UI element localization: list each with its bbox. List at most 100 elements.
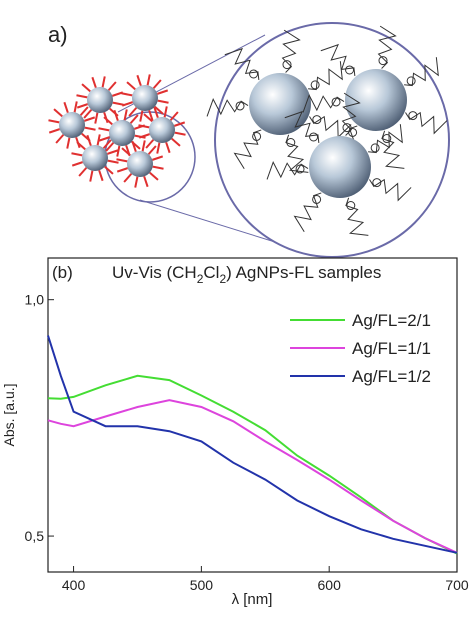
ligand [134,176,139,188]
ligand-chain [285,134,309,173]
particle [149,117,175,143]
ligand [123,109,128,121]
ligand-chain [377,25,397,69]
ligand [148,110,154,122]
ligand [101,76,106,88]
ligand [146,74,151,86]
ligand [126,81,136,91]
title-part: ) AgNPs-FL samples [226,263,381,282]
ligand [76,103,88,109]
fluorene [282,60,292,70]
ligand-chain [293,192,322,233]
ligand-chain [404,57,439,87]
ligand [121,92,133,97]
fluorene [370,143,380,153]
fluorene [252,131,262,141]
ligand [154,105,164,115]
ligand [123,173,133,183]
ligand [102,139,112,149]
ligand [94,112,99,124]
ligand [174,121,186,127]
title-part: 2 [219,272,226,286]
ligand [76,141,86,151]
panel-label: (b) [52,263,73,282]
ligand [141,140,146,152]
ligand [86,134,92,146]
ligand [116,145,121,157]
ligand [84,126,96,131]
large-particles [206,25,448,236]
particle [345,69,407,131]
ligand [153,106,159,118]
ligand [53,108,63,118]
ligand-chain [381,130,405,169]
ligand [91,76,97,88]
ligand [76,94,88,99]
particle [127,151,153,177]
fluorene [249,69,259,79]
legend-label: Ag/FL=1/1 [352,339,431,358]
fluorene [346,201,356,211]
series-line [47,374,458,555]
series-line [47,335,458,554]
zoom-line [139,199,276,243]
ligand-chain [281,29,301,73]
ligand [157,89,169,95]
ligand [139,110,144,122]
ligand [79,106,89,116]
x-axis-label: λ [nm] [232,591,273,608]
ligand-chain [266,160,309,180]
ligand-chain [302,93,345,113]
ligand-chain [224,47,260,81]
ligand-chain [206,97,249,117]
ligand [66,137,71,149]
ligand [48,119,60,124]
fluorene [310,80,320,90]
fluorene [382,134,392,144]
ligand [165,142,171,154]
ligand [149,171,159,181]
legend-label: Ag/FL=1/2 [352,367,431,386]
ligand [112,91,124,97]
fluorene [408,111,418,121]
series-line [47,399,458,554]
ligand [131,140,137,152]
ligand [121,147,131,157]
ligand [103,116,113,126]
ligand-chain [345,197,369,236]
fluorene [312,115,322,125]
ligand [152,165,164,170]
ligand [71,161,83,167]
particle [132,85,158,111]
title-part: Uv-Vis (CH [112,263,197,282]
ligand-chain [405,111,448,135]
ligand [63,101,69,113]
fluorene [309,132,319,142]
ligand [116,158,128,163]
fluorene [286,138,296,148]
fluorene [372,178,382,188]
ligand-chain [341,92,361,136]
ligand-chain [308,61,343,91]
ligand [116,167,128,173]
ligand [81,83,91,93]
ligand-chain [369,178,412,202]
ligand [89,170,94,182]
ligand [145,139,155,149]
ligand [129,114,139,124]
ligand [48,128,60,134]
ligand [171,137,181,147]
ligand [128,107,138,117]
ligand [147,145,157,155]
ligand [163,106,168,118]
ligand [143,176,149,188]
ligand [105,142,115,152]
ligand [152,155,164,161]
particle [109,120,135,146]
ligand [98,170,104,182]
ligand [84,116,96,122]
x-tick-label: 500 [190,577,214,593]
fluorene [406,76,416,86]
particle [249,73,311,135]
